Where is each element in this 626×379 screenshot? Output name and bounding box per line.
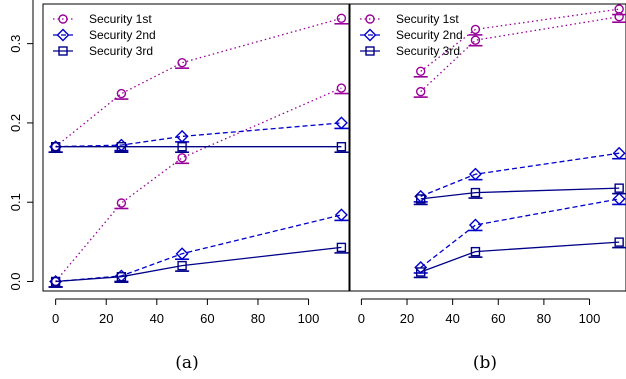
y-tick-label: 0.1 (8, 193, 23, 211)
plot-frame (42, 3, 350, 292)
data-point (177, 142, 187, 152)
data-point (175, 129, 189, 143)
data-point (468, 167, 482, 181)
legend-label: Security 1st (396, 12, 459, 26)
series-line (420, 187, 620, 200)
data-point (116, 198, 127, 208)
data-point (470, 246, 481, 257)
x-tick-label: 40 (445, 311, 459, 326)
data-point (336, 142, 347, 152)
data-point (416, 194, 426, 204)
legend-marker (363, 28, 377, 42)
series-line (420, 152, 620, 198)
data-point (177, 260, 187, 271)
x-tick-label: 40 (150, 311, 164, 326)
data-point (416, 86, 426, 97)
legend-label: Security 3rd (396, 44, 460, 58)
data-point (116, 142, 127, 152)
series-line (55, 246, 342, 283)
y-tick-label: 0.2 (8, 114, 23, 132)
x-tick-label: 60 (491, 311, 505, 326)
legend-marker (58, 14, 68, 24)
data-point (336, 83, 347, 93)
data-point (470, 187, 481, 198)
data-point (116, 272, 127, 282)
x-tick-label: 0 (358, 311, 365, 326)
series-line (55, 87, 342, 282)
series-line (55, 17, 342, 148)
data-point (414, 261, 428, 274)
data-point (416, 66, 426, 77)
x-tick-label: 0 (52, 311, 59, 326)
data-point (116, 88, 127, 99)
data-point (612, 146, 626, 160)
data-point (334, 116, 348, 130)
data-point (50, 276, 61, 287)
legend-label: Security 3rd (89, 44, 153, 58)
legend-marker (365, 14, 375, 24)
legend-label: Security 2nd (396, 28, 463, 42)
panel-b: 0 20 40 60 80 100 Security 1st Security 2nd Secu… (349, 3, 626, 373)
data-point (614, 11, 624, 22)
data-point (175, 247, 189, 261)
series-line (55, 122, 342, 148)
legend-label: Security 2nd (89, 28, 156, 42)
data-point (470, 35, 481, 45)
series-line (420, 16, 620, 93)
legend-marker (58, 46, 68, 56)
x-tick-label: 80 (537, 311, 551, 326)
data-point (614, 183, 624, 193)
data-point (614, 237, 624, 247)
x-tick-label: 80 (251, 311, 265, 326)
panel-caption: (a) (175, 353, 198, 373)
plot-frame (349, 3, 626, 292)
x-tick-label: 100 (298, 311, 320, 326)
data-point (470, 24, 481, 35)
x-tick-label: 100 (579, 311, 601, 326)
panel-caption: (b) (473, 353, 497, 373)
y-tick-label: 0.3 (8, 35, 23, 53)
data-point (50, 142, 61, 152)
series-line (420, 8, 620, 72)
x-tick-label: 60 (200, 311, 214, 326)
data-point (416, 267, 426, 277)
data-point (334, 208, 348, 222)
data-point (336, 242, 347, 253)
legend-label: Security 1st (89, 12, 152, 26)
series-line (420, 241, 620, 273)
data-point (468, 218, 482, 232)
legend-marker (56, 28, 70, 42)
x-tick-label: 20 (400, 311, 414, 326)
x-tick-label: 20 (99, 311, 113, 326)
data-point (177, 57, 187, 68)
data-point (177, 153, 187, 163)
data-point (612, 192, 626, 206)
data-point (336, 13, 347, 23)
legend-marker (365, 46, 375, 56)
y-tick-label: 0.0 (8, 272, 23, 290)
